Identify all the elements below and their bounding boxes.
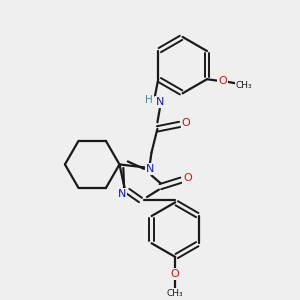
Text: H: H — [145, 95, 152, 105]
Text: CH₃: CH₃ — [236, 81, 252, 90]
Text: O: O — [218, 76, 227, 86]
Text: O: O — [171, 269, 180, 279]
Text: N: N — [118, 189, 126, 199]
Text: CH₃: CH₃ — [167, 289, 184, 298]
Text: N: N — [146, 164, 154, 174]
Text: N: N — [156, 97, 164, 107]
Text: O: O — [182, 118, 190, 128]
Text: O: O — [183, 173, 192, 183]
